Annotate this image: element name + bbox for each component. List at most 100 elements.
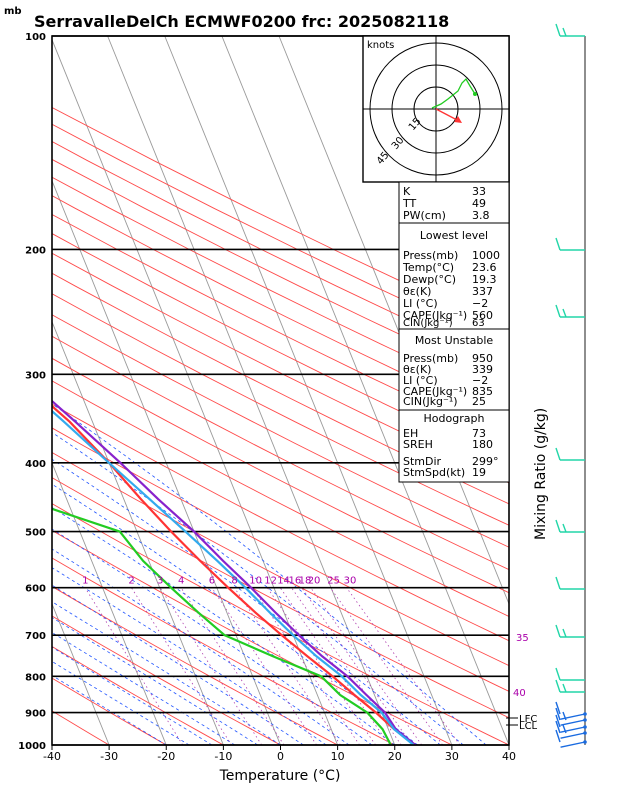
mixing-ratio-label: 1: [82, 576, 88, 587]
y-tick-label: 600: [25, 584, 46, 595]
series-line-3: [52, 409, 415, 745]
wind-barb: [555, 23, 585, 37]
hodo-value: 19: [472, 466, 486, 479]
x-tick-label: -40: [43, 750, 61, 763]
dry-adiabat: [52, 403, 509, 642]
series-line-2: [52, 399, 416, 745]
moist-adiabat: [52, 403, 487, 745]
barb-flag: [555, 667, 561, 681]
hodo-key: EH: [403, 427, 418, 440]
dry-adiabat: [52, 615, 281, 745]
isotherm: [107, 36, 396, 745]
moist-adiabat: [52, 483, 418, 745]
chart-title: SerravalleDelCh ECMWF0200 frc: 202508211…: [34, 12, 449, 31]
section-header: Hodograph: [424, 412, 485, 425]
mu-value: 950: [472, 352, 493, 365]
mixing-ratio-label: 8: [231, 576, 237, 587]
wind-barb: [555, 519, 585, 533]
moist-adiabat: [52, 584, 304, 745]
x-tick-label: 40: [502, 750, 516, 763]
barb-half: [562, 628, 567, 638]
barb-shaft: [560, 713, 586, 720]
index-key: TT: [402, 197, 417, 210]
barb-flag: [555, 624, 561, 638]
mixing-ratio-label: 20: [308, 576, 321, 587]
dry-adiabat: [52, 357, 509, 594]
barb-half: [562, 711, 567, 721]
hodograph: knots 15 30 45: [362, 35, 510, 183]
mixing-ratio-label: 4: [178, 576, 184, 587]
y-tick-label: 200: [25, 245, 46, 256]
dry-adiabat: [52, 213, 509, 443]
dry-adiabat: [52, 293, 509, 526]
hodograph-trace: [431, 77, 476, 109]
isotherm: [164, 36, 453, 745]
mu-value: 25: [472, 395, 486, 408]
mixing-ratio-label: 30: [344, 576, 357, 587]
moist-adiabat: [52, 431, 464, 745]
mixing-ratio-label: 6: [209, 576, 215, 587]
barb-flag: [555, 23, 561, 37]
mixing-ratio-label: 3: [157, 576, 163, 587]
wind-barb: [555, 720, 587, 739]
barb-half: [562, 724, 567, 734]
lowest-key: Temp(°C): [402, 261, 454, 274]
dry-adiabat: [52, 503, 509, 745]
dry-adiabat: [52, 710, 110, 745]
hodo-value: 180: [472, 438, 493, 451]
barb-flag: [555, 701, 561, 715]
x-tick-label: -30: [100, 750, 118, 763]
isotherm: [52, 602, 110, 745]
barb-flag: [555, 304, 561, 318]
y-tick-label: 1000: [18, 741, 46, 752]
lowest-key: Dewp(°C): [403, 273, 456, 286]
lfc-label: LFC: [519, 714, 537, 725]
mixing-ratio-line: [234, 587, 341, 745]
barb-shaft: [560, 741, 586, 748]
hodograph-ring-15: [413, 86, 459, 132]
lcl-label: LCL: [519, 721, 538, 732]
storm-motion-vector: [435, 108, 460, 122]
dry-adiabat: [52, 233, 509, 464]
lowest-value: 337: [472, 285, 493, 298]
lowest-value: 63: [472, 318, 485, 329]
barb-dot: [583, 740, 587, 744]
wind-barbs: [555, 23, 587, 748]
mixing-ratio-line: [329, 587, 443, 745]
index-value: 3.8: [472, 209, 490, 222]
lowest-value: 19.3: [472, 273, 497, 286]
indices-table: K 33 TT 49 PW(cm) 3.8 Lowest level Press…: [398, 181, 510, 483]
dry-adiabat: [52, 585, 338, 745]
mu-key: Press(mb): [403, 352, 458, 365]
mixing-ratio-line: [310, 587, 423, 745]
wind-barb: [555, 679, 585, 693]
barb-flag: [555, 729, 561, 743]
mixing-ratio-label: 12: [264, 576, 277, 587]
barb-dot: [583, 712, 587, 716]
section-header: Most Unstable: [415, 334, 494, 347]
mu-value: 339: [472, 363, 493, 376]
index-value: 33: [472, 185, 486, 198]
mixing-ratio-line: [346, 587, 461, 745]
lowest-key: Press(mb): [403, 249, 458, 262]
mu-key: LI (°C): [403, 374, 438, 387]
dry-adiabat: [52, 427, 509, 667]
dry-adiabat: [52, 272, 509, 505]
theta-label-35: 35: [516, 633, 529, 644]
sounding-lines: [52, 399, 416, 745]
wind-barb: [555, 729, 587, 748]
y-tick-label: 700: [25, 631, 46, 642]
dry-adiabat: [52, 195, 509, 424]
mixing-ratio-label: 2: [128, 576, 134, 587]
dry-adiabat: [52, 645, 224, 745]
hodograph-ring-45: [369, 42, 503, 176]
x-tick-label: 10: [331, 750, 345, 763]
isotherm: [221, 36, 509, 745]
barb-flag: [555, 237, 561, 251]
lowest-value: −2: [472, 297, 488, 310]
x-tick-label: -10: [214, 750, 232, 763]
lowest-key: θε(K): [403, 285, 431, 298]
x-tick-label: 30: [445, 750, 459, 763]
